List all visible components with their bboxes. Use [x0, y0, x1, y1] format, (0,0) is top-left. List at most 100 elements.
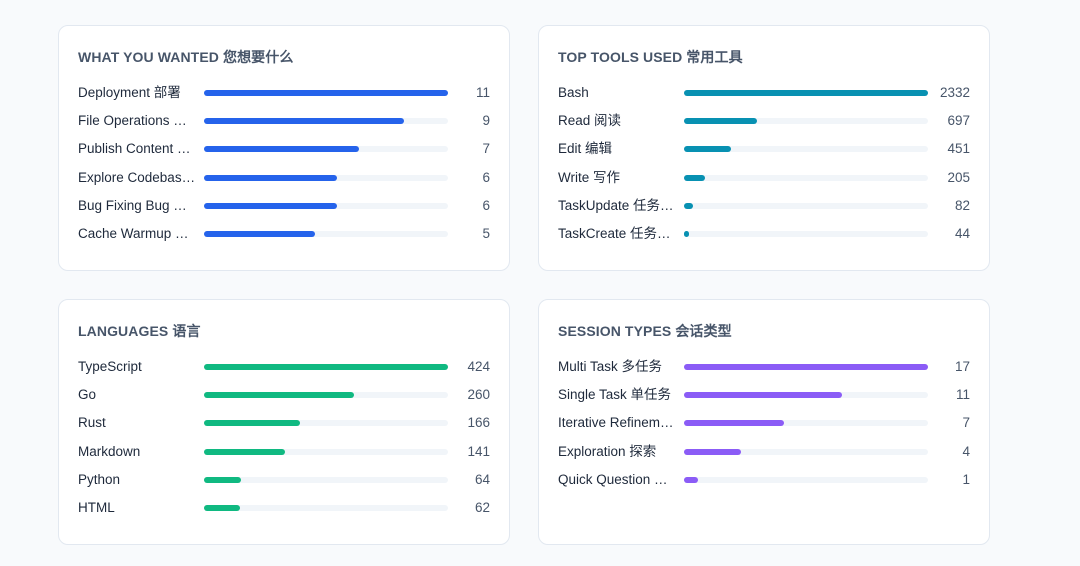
bar-label: TypeScript — [78, 359, 142, 374]
bar-row: File Operations … 9 — [78, 111, 490, 131]
bar-label: Quick Question … — [558, 471, 668, 487]
bar-fill — [204, 231, 315, 237]
bar-label: Publish Content … — [78, 141, 191, 157]
bar-label: Rust — [78, 415, 106, 431]
bar-value: 11 — [955, 387, 970, 403]
bar-fill — [204, 476, 241, 483]
bar-fill — [204, 364, 448, 370]
bar-track — [204, 174, 448, 181]
bar-fill — [684, 392, 842, 399]
bar-row: Bash 2332 — [558, 83, 970, 103]
bar-label: HTML — [78, 500, 115, 515]
bar-value: 7 — [482, 141, 490, 157]
bar-track — [684, 231, 928, 237]
bar-value: 5 — [482, 226, 490, 241]
bar-fill — [684, 118, 757, 125]
card-title: TOP TOOLS USED 常用工具 — [558, 49, 743, 65]
bar-label: Write 写作 — [558, 169, 621, 185]
bar-track — [204, 476, 448, 483]
bar-track — [204, 392, 448, 399]
bar-fill — [204, 420, 300, 427]
bar-fill — [684, 174, 706, 181]
bar-row: TaskCreate 任务… 44 — [558, 224, 970, 244]
bar-row: Write 写作 205 — [558, 168, 970, 188]
bar-track — [684, 392, 928, 399]
bar-row: Bug Fixing Bug … 6 — [78, 196, 490, 216]
bar-label: Read 阅读 — [558, 113, 622, 129]
bar-fill — [684, 146, 732, 153]
bar-label: Exploration 探索 — [558, 443, 657, 459]
bar-row: Rust 166 — [78, 413, 490, 433]
bar-fill — [684, 202, 693, 209]
top-tools-used-card: TOP TOOLS USED 常用工具 Bash 2332 Read 阅读 697 Ed… — [538, 25, 990, 271]
bar-label: TaskUpdate 任务… — [558, 197, 674, 213]
bar-track — [204, 448, 448, 455]
bar-value: 260 — [467, 387, 490, 403]
bar-value: 7 — [962, 415, 970, 431]
bar-fill — [684, 90, 928, 96]
bar-track — [684, 364, 928, 370]
card-title: SESSION TYPES 会话类型 — [558, 323, 732, 339]
bar-value: 62 — [474, 500, 490, 515]
bar-fill — [684, 420, 785, 427]
bar-fill — [204, 90, 448, 96]
bar-fill — [204, 505, 240, 511]
bar-label: Cache Warmup … — [78, 226, 189, 241]
bar-label: Python — [78, 471, 121, 487]
bar-value: 44 — [954, 226, 970, 241]
bar-value: 64 — [474, 471, 490, 487]
bar-track — [684, 476, 928, 483]
bar-track — [204, 118, 448, 125]
bar-fill — [204, 174, 338, 181]
bar-row: Go 260 — [78, 385, 490, 405]
bar-row: TypeScript 424 — [78, 357, 490, 377]
bar-value: 82 — [954, 197, 970, 213]
bar-track — [684, 420, 928, 427]
bar-label: Bash — [558, 85, 589, 100]
bar-value: 166 — [467, 415, 490, 431]
bar-track — [684, 118, 928, 125]
bar-track — [204, 420, 448, 427]
bar-label: Iterative Refinem… — [558, 415, 674, 431]
card-title: LANGUAGES 语言 — [78, 323, 201, 339]
bar-row: Edit 编辑 451 — [558, 139, 970, 159]
bar-row: HTML 62 — [78, 498, 490, 518]
bar-row: Python 64 — [78, 470, 490, 490]
bar-label: Bug Fixing Bug … — [78, 197, 187, 213]
bar-track — [204, 202, 448, 209]
bar-track — [204, 146, 448, 153]
bar-track — [204, 505, 448, 511]
bar-label: Go — [78, 387, 97, 403]
bar-fill — [684, 448, 742, 455]
bar-value: 141 — [467, 443, 490, 459]
bar-label: Single Task 单任务 — [558, 387, 672, 403]
bar-row: Single Task 单任务 11 — [558, 385, 970, 405]
bar-value: 17 — [954, 359, 970, 374]
bar-track — [204, 90, 448, 96]
bar-value: 9 — [482, 113, 490, 129]
bar-label: Edit 编辑 — [558, 141, 613, 157]
card-title: WHAT YOU WANTED 您想要什么 — [78, 49, 294, 65]
bar-track — [684, 90, 928, 96]
bar-row: Multi Task 多任务 17 — [558, 357, 970, 377]
session-types-card: SESSION TYPES 会话类型 Multi Task 多任务 17 Singl… — [538, 299, 990, 545]
bar-label: File Operations … — [78, 113, 187, 129]
bar-value: 6 — [482, 197, 490, 213]
bar-row: Quick Question … 1 — [558, 470, 970, 490]
bar-label: Markdown — [78, 443, 141, 459]
bar-row: Explore Codebas… 6 — [78, 168, 490, 188]
bar-track — [684, 174, 928, 181]
bar-fill — [204, 202, 338, 209]
bar-track — [684, 146, 928, 153]
bar-fill — [204, 448, 286, 455]
bar-track — [684, 448, 928, 455]
bar-row: Exploration 探索 4 — [558, 442, 970, 462]
bar-fill — [204, 146, 360, 153]
bar-row: Cache Warmup … 5 — [78, 224, 490, 244]
bar-fill — [204, 392, 354, 399]
bar-row: Read 阅读 697 — [558, 111, 970, 131]
bar-fill — [684, 476, 699, 483]
bar-fill — [204, 118, 404, 125]
bar-value: 6 — [482, 169, 490, 185]
what-you-wanted-card: WHAT YOU WANTED 您想要什么 Deployment 部署 11 Fil… — [58, 25, 510, 271]
